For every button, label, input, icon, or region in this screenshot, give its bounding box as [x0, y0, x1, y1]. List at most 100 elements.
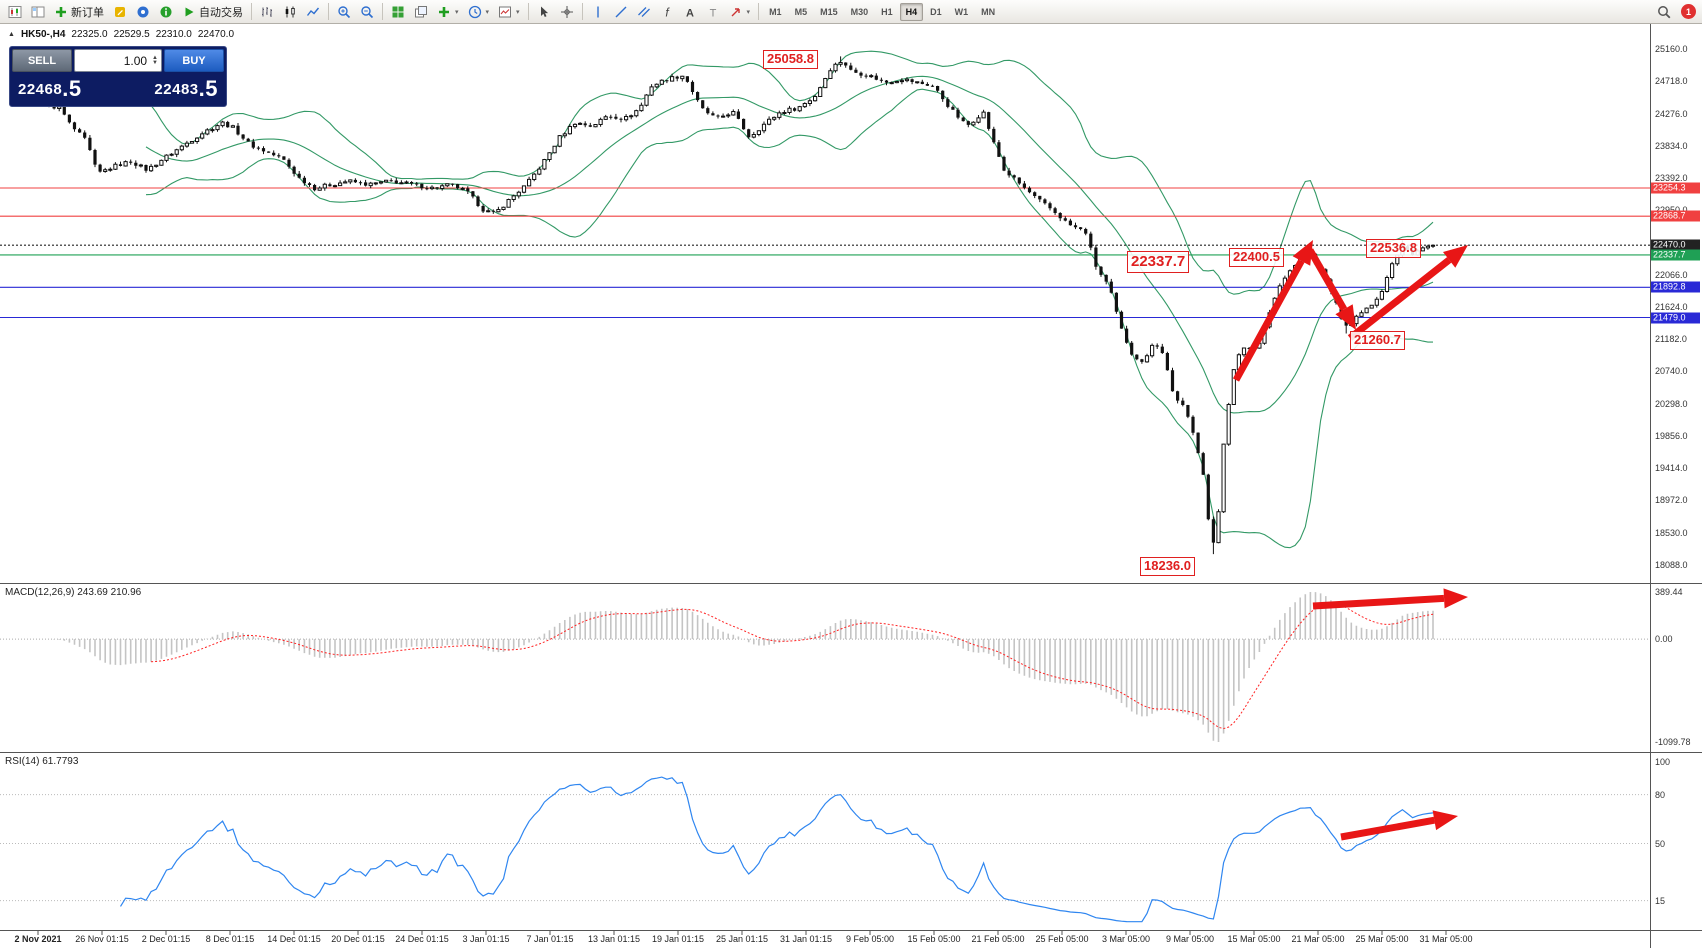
profiles-button[interactable]	[27, 2, 49, 22]
volume-field[interactable]: 1.00 ▲ ▼	[74, 49, 162, 72]
metaeditor-icon	[113, 5, 127, 19]
one-click-trade-panel: SELL 1.00 ▲ ▼ BUY 22468.5 22483.5	[9, 46, 227, 107]
symbol-info: ▲ HK50-,H4 22325.0 22529.5 22310.0 22470…	[8, 29, 234, 40]
symbol-period: HK50-,H4	[20, 29, 66, 40]
indicators-icon	[437, 5, 451, 19]
indicators-button[interactable]: ▾	[433, 2, 463, 22]
trade-prices-row: 22468.5 22483.5	[12, 72, 224, 104]
timeframe-m5-button[interactable]: M5	[789, 3, 814, 21]
toolbar-separator	[527, 3, 529, 20]
vertical-line-button[interactable]	[587, 2, 609, 22]
timeframe-m30-button[interactable]: M30	[845, 3, 875, 21]
toolbar-separator	[382, 3, 383, 20]
toolbar-buttons: 新订单 自动交易 ▾ ▾ ▾ f A T ▾	[4, 2, 762, 22]
volume-decrease-button[interactable]: ▼	[152, 59, 158, 66]
zoom-out-icon	[360, 5, 374, 19]
timeframe-m15-button[interactable]: M15	[814, 3, 844, 21]
timeframe-mn-button[interactable]: MN	[975, 3, 1001, 21]
metaeditor-button[interactable]	[109, 2, 131, 22]
candlestick-mode-icon	[283, 5, 297, 19]
vertical-line-icon	[591, 5, 605, 19]
svg-text:T: T	[709, 7, 716, 19]
profiles-icon	[31, 5, 45, 19]
new-order-icon	[54, 5, 68, 19]
crosshair-button[interactable]	[556, 2, 578, 22]
autotrading-button[interactable]: 自动交易	[178, 2, 247, 22]
sell-price: 22468.5	[18, 76, 82, 101]
volume-spinner: ▲ ▼	[150, 54, 160, 66]
zoom-out-button[interactable]	[356, 2, 378, 22]
search-button[interactable]	[1653, 2, 1675, 22]
toolbar-separator	[251, 3, 252, 20]
ohlc-close: 22470.0	[197, 29, 235, 40]
templates-icon	[498, 5, 512, 19]
ohlc-high: 22529.5	[113, 29, 150, 40]
toolbar-separator	[758, 3, 760, 20]
toolbar: 新订单 自动交易 ▾ ▾ ▾ f A T ▾ M1 M5 M15 M30 H1 H4 D1 W1 MN 1	[0, 0, 1702, 24]
new-chart-icon	[8, 5, 22, 19]
macd-indicator	[0, 592, 1650, 742]
svg-text:f: f	[665, 5, 670, 19]
rsi-indicator	[0, 776, 1650, 923]
zoom-in-button[interactable]	[333, 2, 355, 22]
new-order-button[interactable]: 新订单	[50, 2, 108, 22]
auto-arrange-icon	[414, 5, 428, 19]
cursor-button[interactable]	[533, 2, 555, 22]
text-label-button[interactable]: T	[702, 2, 724, 22]
auto-arrange-button[interactable]	[410, 2, 432, 22]
periods-button[interactable]: ▾	[464, 2, 494, 22]
community-button[interactable]	[155, 2, 177, 22]
trendline-icon	[614, 5, 628, 19]
toolbar-separator	[581, 3, 583, 20]
new-chart-button[interactable]	[4, 2, 26, 22]
timeframe-d1-button[interactable]: D1	[924, 3, 948, 21]
bollinger-bands	[145, 50, 1434, 549]
notification-badge[interactable]: 1	[1681, 4, 1696, 19]
panel-separators	[0, 24, 1702, 948]
text-icon: A	[683, 5, 697, 19]
time-axis-ticks	[37, 930, 1447, 935]
arrow-objects-button[interactable]: ▾	[725, 2, 755, 22]
candlestick-mode-button[interactable]	[279, 2, 301, 22]
ohlc-open: 22325.0	[71, 29, 108, 40]
text-button[interactable]: A	[679, 2, 701, 22]
timeframe-bar: M1 M5 M15 M30 H1 H4 D1 W1 MN	[763, 2, 1001, 21]
periods-icon	[468, 5, 482, 19]
bar-chart-mode-button[interactable]	[256, 2, 278, 22]
zoom-in-icon	[337, 5, 351, 19]
search-icon	[1657, 5, 1671, 19]
expand-icon: ▲	[8, 31, 15, 38]
expert-advisors-button[interactable]	[132, 2, 154, 22]
tile-windows-button[interactable]	[387, 2, 409, 22]
cursor-icon	[537, 5, 551, 19]
timeframe-h4-button[interactable]: H4	[899, 2, 924, 21]
fibonacci-icon: f	[660, 5, 674, 19]
rsi-label: RSI(14) 61.7793	[5, 756, 79, 767]
community-icon	[159, 5, 173, 19]
equidistant-channel-icon	[637, 5, 651, 19]
timeframe-w1-button[interactable]: W1	[949, 3, 975, 21]
buy-price: 22483.5	[154, 76, 218, 101]
templates-button[interactable]: ▾	[494, 2, 524, 22]
macd-label: MACD(12,26,9) 243.69 210.96	[5, 587, 142, 598]
volume-increase-button[interactable]: ▲	[152, 54, 158, 61]
bar-chart-mode-icon	[260, 5, 274, 19]
ohlc-low: 22310.0	[155, 29, 192, 40]
toolbar-right: 1	[1653, 2, 1698, 22]
sell-button[interactable]: SELL	[12, 49, 72, 72]
timeframe-m1-button[interactable]: M1	[763, 3, 788, 21]
trendline-button[interactable]	[610, 2, 632, 22]
volume-value: 1.00	[123, 53, 148, 68]
autotrading-icon	[182, 5, 196, 19]
svg-text:A: A	[686, 7, 694, 19]
text-label-icon: T	[706, 5, 720, 19]
timeframe-h1-button[interactable]: H1	[875, 3, 899, 21]
toolbar-separator	[328, 3, 329, 20]
buy-button[interactable]: BUY	[164, 49, 224, 72]
fibonacci-button[interactable]: f	[656, 2, 678, 22]
equidistant-channel-button[interactable]	[633, 2, 655, 22]
tile-windows-icon	[391, 5, 405, 19]
line-chart-mode-button[interactable]	[302, 2, 324, 22]
